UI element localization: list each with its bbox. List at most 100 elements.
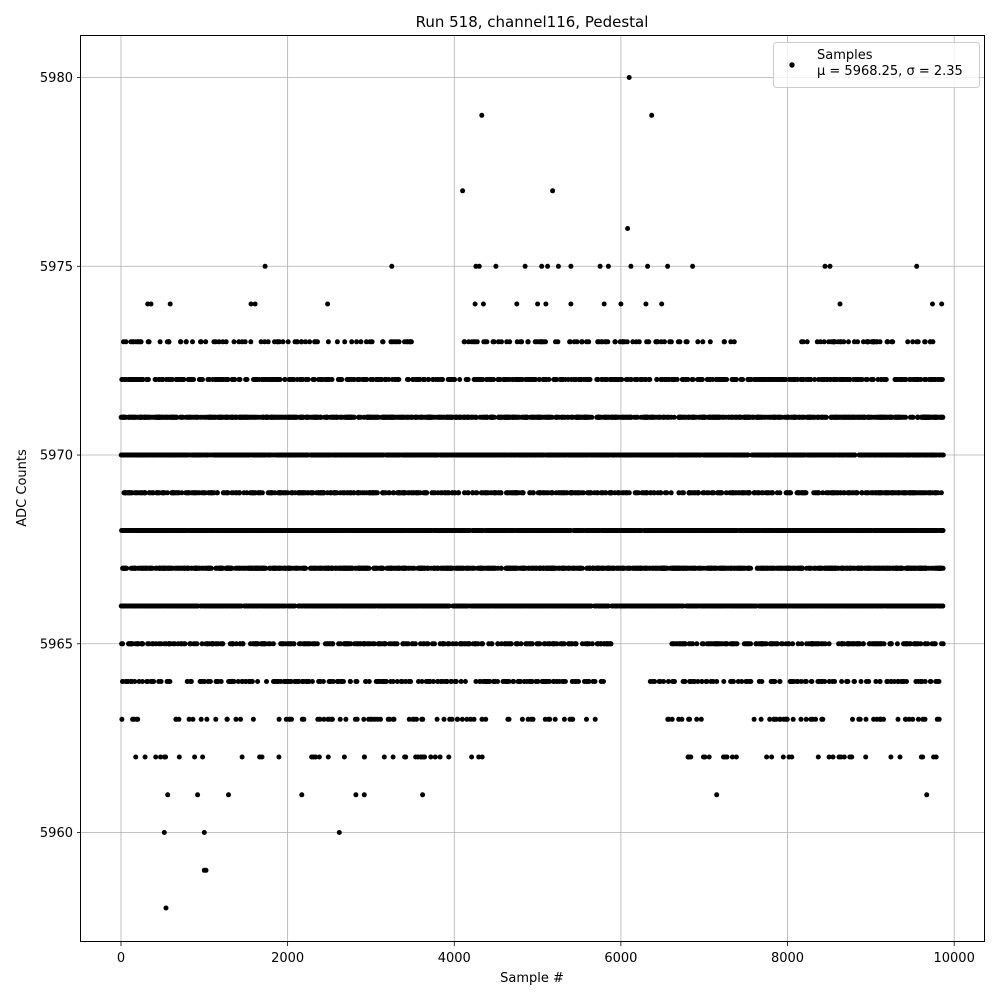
data-point xyxy=(136,641,142,647)
data-point xyxy=(394,641,400,647)
data-point xyxy=(682,679,688,684)
data-point xyxy=(584,641,590,647)
data-point xyxy=(771,603,776,609)
data-point xyxy=(583,679,589,684)
data-point xyxy=(264,679,269,684)
data-point xyxy=(489,565,495,571)
data-point xyxy=(764,754,770,760)
data-point xyxy=(719,641,725,647)
data-point xyxy=(569,679,575,684)
data-point xyxy=(701,603,707,609)
data-point xyxy=(902,641,907,647)
data-point xyxy=(590,679,596,684)
data-point xyxy=(388,679,394,684)
data-point xyxy=(809,641,815,647)
data-point xyxy=(822,641,828,647)
data-point xyxy=(296,641,302,647)
data-point xyxy=(881,565,887,571)
data-point xyxy=(680,565,686,571)
data-point xyxy=(518,641,524,647)
data-point xyxy=(400,641,406,647)
data-point xyxy=(428,754,434,760)
data-point xyxy=(178,641,184,647)
data-point xyxy=(697,565,703,571)
data-point xyxy=(547,716,553,722)
data-point xyxy=(151,679,157,684)
data-point xyxy=(934,716,940,722)
data-point xyxy=(815,754,821,760)
data-point xyxy=(840,565,846,571)
data-point xyxy=(372,716,378,722)
data-point xyxy=(217,565,223,571)
data-point xyxy=(937,603,943,609)
data-point xyxy=(706,754,712,760)
data-point xyxy=(743,679,749,684)
data-point xyxy=(777,679,783,684)
data-point xyxy=(149,603,155,609)
data-point xyxy=(196,565,202,571)
data-point xyxy=(139,565,145,571)
data-point xyxy=(611,565,617,571)
data-point xyxy=(552,565,558,571)
data-point xyxy=(149,641,155,647)
data-point xyxy=(774,641,780,647)
data-point xyxy=(325,641,331,647)
data-point xyxy=(430,641,435,647)
data-point xyxy=(846,641,852,647)
data-point xyxy=(804,565,810,571)
data-point xyxy=(898,679,904,684)
data-point xyxy=(459,716,465,722)
data-point xyxy=(799,641,805,647)
data-point xyxy=(486,679,492,684)
data-point xyxy=(335,679,340,684)
data-point xyxy=(514,565,520,571)
data-point xyxy=(831,603,837,609)
data-point xyxy=(335,603,341,609)
data-point xyxy=(239,679,245,684)
data-point xyxy=(522,603,528,609)
data-point xyxy=(246,679,252,684)
data-point xyxy=(521,565,527,571)
data-point xyxy=(674,565,680,571)
data-point xyxy=(758,716,764,722)
data-point xyxy=(857,641,862,647)
data-point xyxy=(656,565,662,571)
data-point xyxy=(492,679,497,684)
data-point xyxy=(426,603,432,609)
data-point xyxy=(816,679,822,684)
data-point xyxy=(321,716,327,722)
data-point xyxy=(163,754,169,760)
data-point xyxy=(649,603,655,609)
data-point xyxy=(698,716,704,722)
data-point xyxy=(639,565,645,571)
data-point xyxy=(215,679,221,684)
data-point xyxy=(420,641,426,647)
data-point xyxy=(498,565,504,571)
data-point xyxy=(360,603,366,609)
data-point xyxy=(733,754,739,760)
data-point xyxy=(186,716,192,722)
data-point xyxy=(759,679,765,684)
data-point xyxy=(748,641,754,647)
data-point xyxy=(381,603,387,609)
data-point xyxy=(259,754,265,760)
data-point xyxy=(323,565,329,571)
data-point xyxy=(892,565,898,571)
data-point xyxy=(233,641,239,647)
data-point xyxy=(856,716,862,722)
data-point xyxy=(710,679,716,684)
data-point xyxy=(435,565,441,571)
data-point xyxy=(620,603,625,609)
data-point xyxy=(903,716,909,722)
data-point xyxy=(724,754,730,760)
data-point xyxy=(354,603,360,609)
data-point xyxy=(541,603,547,609)
data-point xyxy=(480,603,485,609)
data-point xyxy=(917,565,923,571)
data-point xyxy=(248,641,253,647)
data-point xyxy=(432,754,438,760)
data-point xyxy=(535,679,541,684)
data-point xyxy=(535,603,541,609)
data-point xyxy=(561,716,567,722)
